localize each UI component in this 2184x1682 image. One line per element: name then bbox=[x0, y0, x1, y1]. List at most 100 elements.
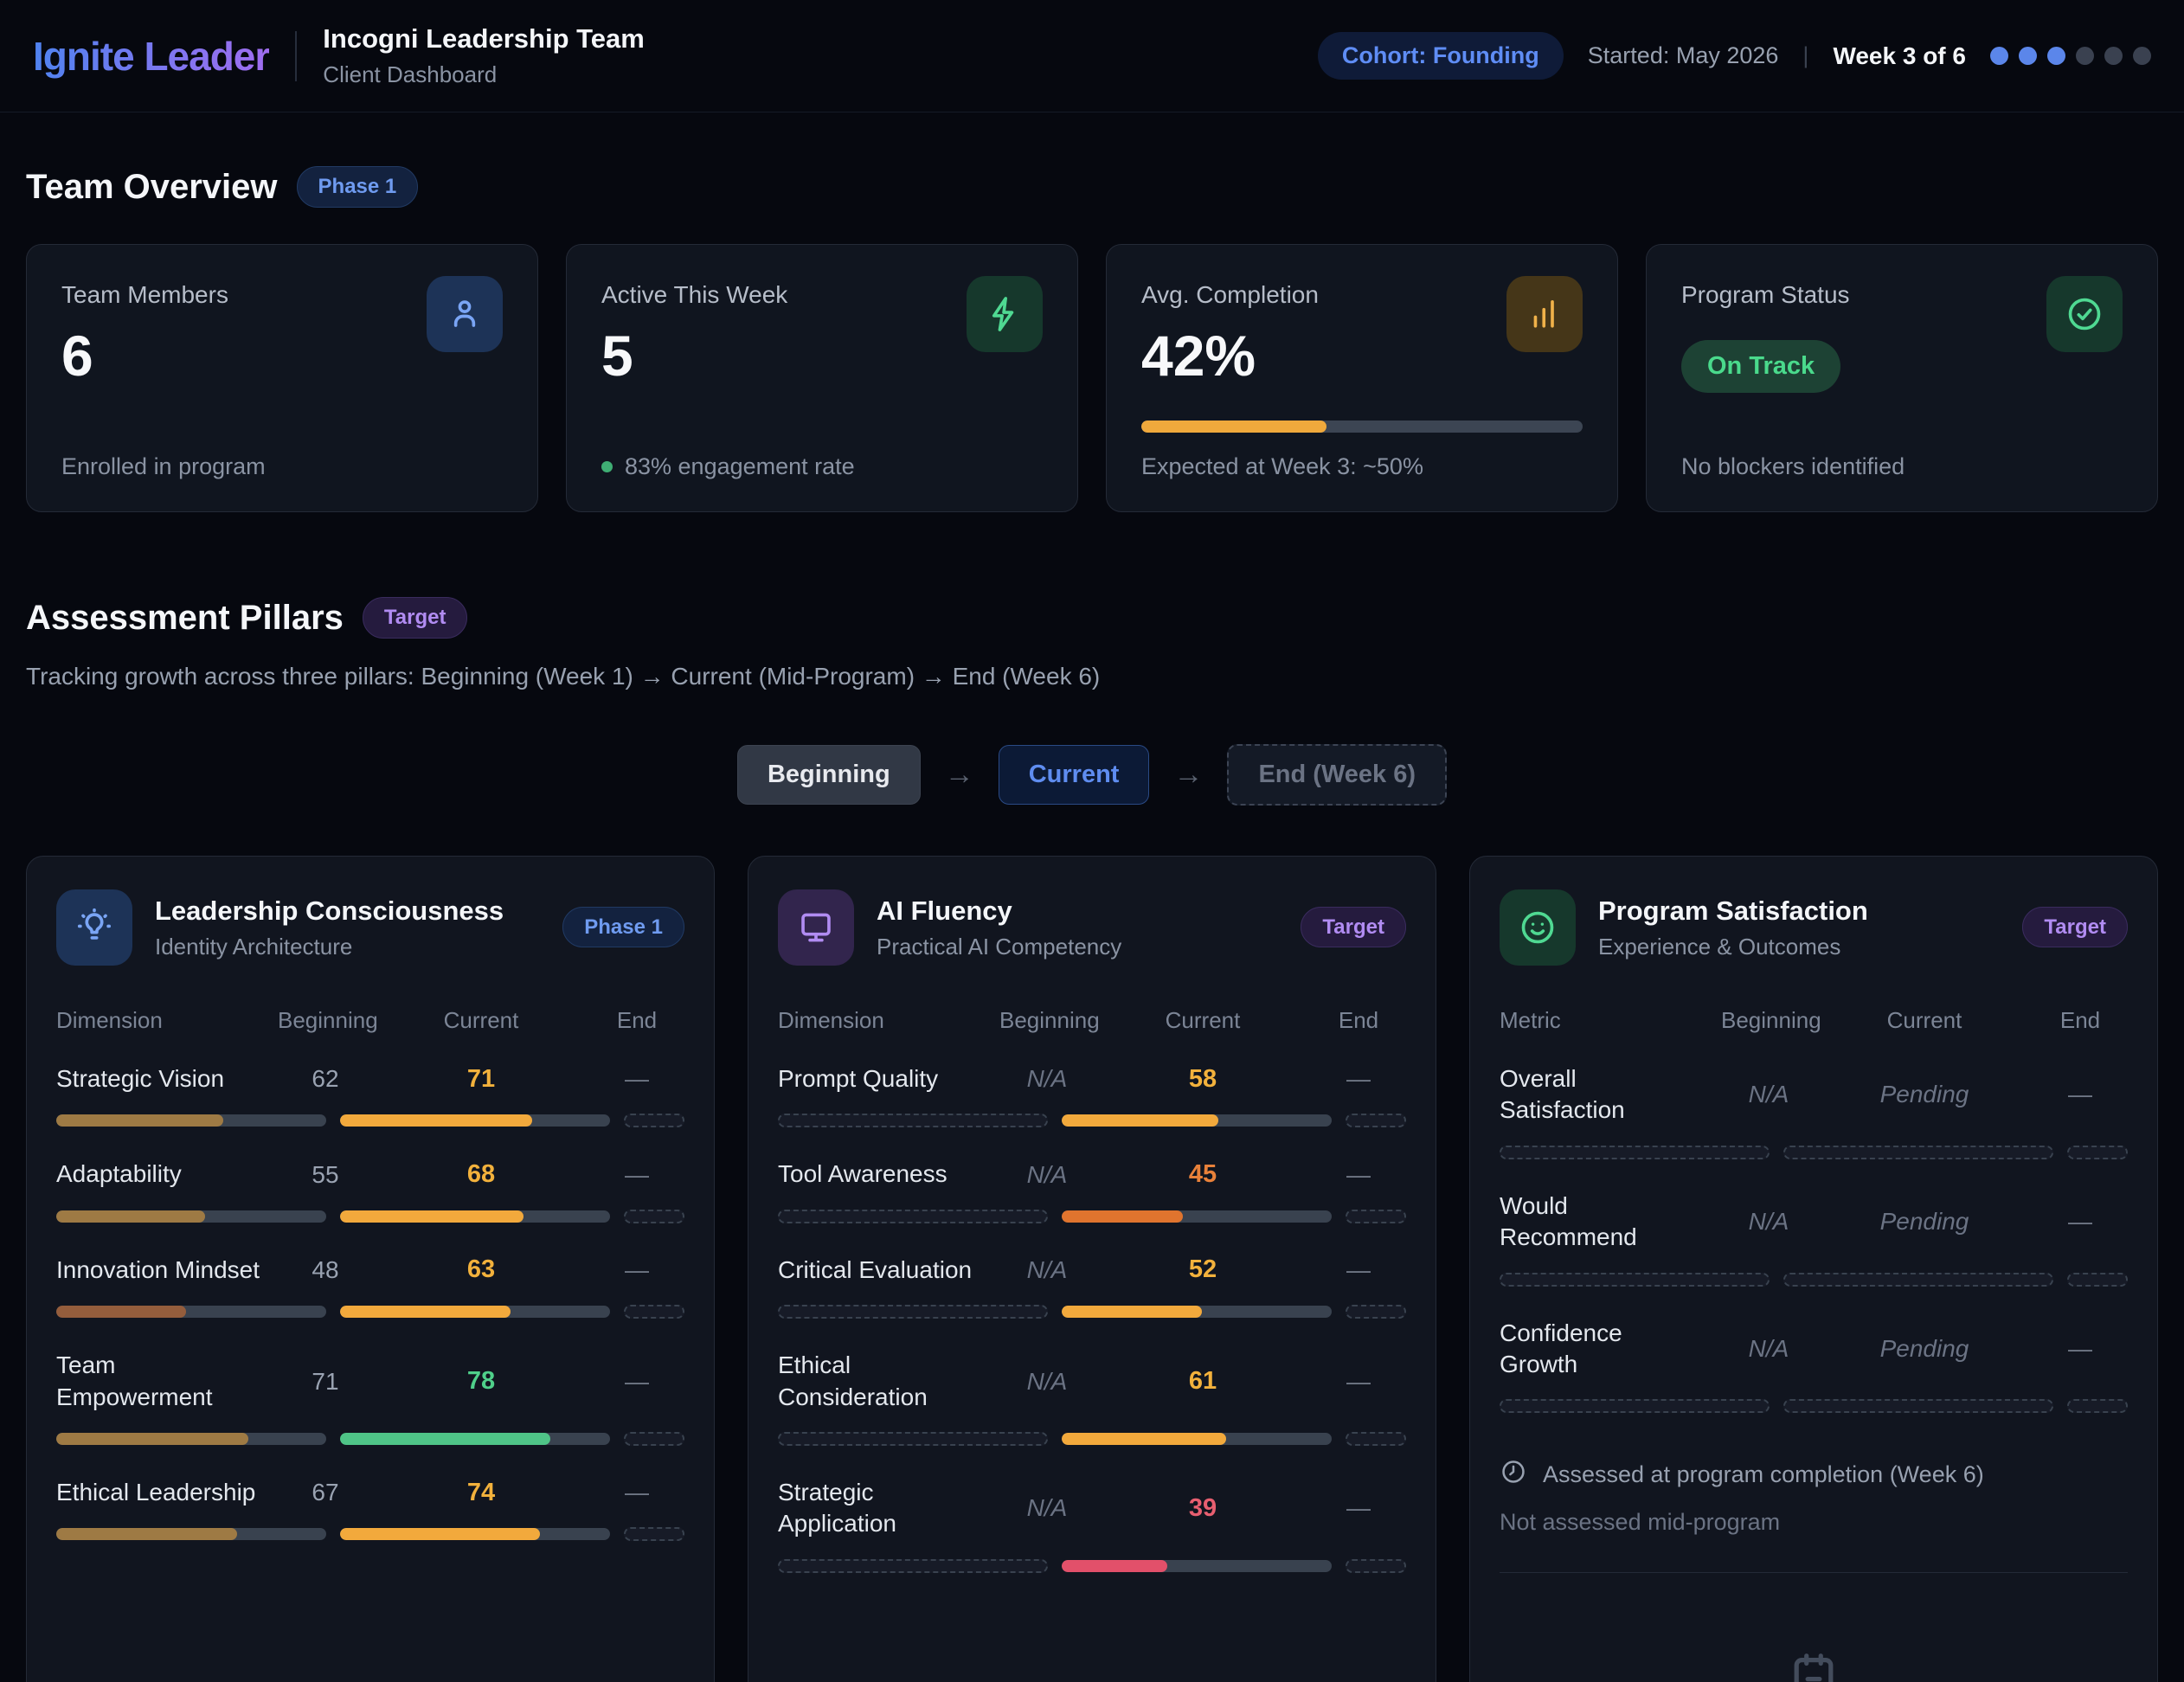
current-bar-empty bbox=[1783, 1145, 2053, 1159]
card-label: Program Status bbox=[1681, 281, 1850, 308]
metric-row-would-recommend: Would Recommend N/A Pending — bbox=[1500, 1191, 2128, 1287]
current-bar-fill bbox=[1062, 1559, 1167, 1572]
metric-row-bars bbox=[56, 1209, 684, 1223]
tab-end-week-6[interactable]: End (Week 6) bbox=[1227, 744, 1448, 806]
current-bar-track bbox=[340, 1114, 610, 1127]
end-value: — bbox=[1346, 1255, 1371, 1283]
beginning-bar-empty bbox=[778, 1209, 1048, 1223]
current-bar-track bbox=[340, 1306, 610, 1319]
card-label: Team Members bbox=[61, 281, 228, 308]
pillar-badge: Target bbox=[1301, 907, 1406, 947]
metric-row-bars bbox=[778, 1114, 1406, 1128]
tab-beginning[interactable]: Beginning bbox=[736, 745, 921, 805]
pillar-icon-chip bbox=[56, 889, 132, 966]
tab-arrow-icon: → bbox=[944, 758, 974, 791]
pillar-header: Leadership Consciousness Identity Archite… bbox=[56, 889, 684, 966]
metric-row-values: Tool Awareness N/A 45 — bbox=[778, 1159, 1406, 1190]
app-header: Ignite Leader Incogni Leadership Team Cl… bbox=[0, 0, 2184, 112]
week-progress-dots bbox=[1990, 47, 2151, 65]
week-dot-3 bbox=[2047, 47, 2065, 65]
column-header-metric: Metric bbox=[1500, 1007, 1561, 1033]
card-footer: No blockers identified bbox=[1681, 453, 2123, 480]
team-overview-heading: Team Overview bbox=[26, 167, 278, 206]
current-bar-track bbox=[1062, 1210, 1332, 1223]
metric-label: Strategic Vision bbox=[56, 1065, 225, 1092]
tab-current[interactable]: Current bbox=[998, 745, 1150, 805]
card-text-block: Avg. Completion bbox=[1141, 276, 1319, 309]
current-bar-fill bbox=[340, 1528, 540, 1541]
pillars-grid: Leadership Consciousness Identity Archite… bbox=[26, 856, 2158, 1682]
current-bar-fill bbox=[340, 1432, 551, 1445]
engagement-dot bbox=[601, 461, 613, 472]
card-label: Active This Week bbox=[601, 281, 788, 308]
beginning-bar-track bbox=[56, 1114, 326, 1127]
pillar-title: AI Fluency bbox=[877, 895, 1012, 926]
pillar-badge-wrap: Phase 1 bbox=[562, 907, 684, 947]
card-footer-text: Expected at Week 3: ~50% bbox=[1141, 453, 1423, 479]
card-top-row: Avg. Completion bbox=[1141, 276, 1583, 352]
current-bar-track bbox=[1062, 1432, 1332, 1445]
current-bar-fill bbox=[1062, 1306, 1203, 1319]
metric-row-values: Strategic Vision 62 71 — bbox=[56, 1063, 684, 1095]
card-icon-chip bbox=[967, 276, 1043, 352]
end-bar-empty bbox=[2067, 1399, 2128, 1414]
person-icon bbox=[453, 300, 476, 327]
assessment-pillars-section: Assessment Pillars Target Tracking growt… bbox=[26, 597, 2158, 1682]
beginning-bar-empty bbox=[1500, 1399, 1770, 1414]
end-bar-empty bbox=[624, 1431, 684, 1446]
beginning-value: 55 bbox=[312, 1160, 339, 1188]
current-value: 71 bbox=[466, 1064, 496, 1093]
card-footer-text: 83% engagement rate bbox=[625, 453, 855, 479]
metric-row-bars bbox=[56, 1527, 684, 1542]
end-bar-empty bbox=[624, 1114, 684, 1128]
metric-row-bars bbox=[778, 1209, 1406, 1223]
metric-label: Confidence Growth bbox=[1500, 1319, 1622, 1377]
overview-card-team-members: Team Members 6 Enrolled in program bbox=[26, 244, 538, 512]
end-value: — bbox=[1346, 1160, 1371, 1188]
card-icon-chip bbox=[1506, 276, 1583, 352]
beginning-value: N/A bbox=[1026, 1160, 1068, 1188]
current-bar-fill bbox=[340, 1210, 524, 1223]
metric-row-values: Innovation Mindset 48 63 — bbox=[56, 1255, 684, 1286]
beginning-value: N/A bbox=[1748, 1334, 1789, 1362]
assessment-heading: Assessment Pillars bbox=[26, 598, 344, 637]
beginning-bar-empty bbox=[778, 1431, 1048, 1446]
metric-row-bars bbox=[778, 1305, 1406, 1319]
current-bar-fill bbox=[1062, 1114, 1218, 1127]
beginning-bar-fill bbox=[56, 1114, 224, 1127]
metric-row-strategic-vision: Strategic Vision 62 71 — bbox=[56, 1063, 684, 1128]
beginning-bar-fill bbox=[56, 1306, 186, 1319]
metric-label: Critical Evaluation bbox=[778, 1255, 973, 1283]
assessment-heading-row: Assessment Pillars Target bbox=[26, 597, 2158, 639]
metric-row-ethical-consideration: Ethical Consideration N/A 61 — bbox=[778, 1350, 1406, 1446]
beginning-value: 48 bbox=[312, 1255, 339, 1283]
assessment-tabs: Beginning → Current → End (Week 6) bbox=[26, 744, 2158, 806]
metric-row-confidence-growth: Confidence Growth N/A Pending — bbox=[1500, 1318, 2128, 1414]
phase-badge: Phase 1 bbox=[296, 166, 419, 208]
brand: Ignite Leader Incogni Leadership Team Cl… bbox=[33, 23, 645, 88]
team-overview-heading-row: Team Overview Phase 1 bbox=[26, 166, 2158, 208]
metric-row-bars bbox=[56, 1114, 684, 1128]
pillar-titles: Leadership Consciousness Identity Archite… bbox=[155, 896, 504, 960]
metric-row-values: Strategic Application N/A 39 — bbox=[778, 1477, 1406, 1540]
metric-label: Adaptability bbox=[56, 1160, 182, 1188]
brand-divider bbox=[295, 30, 298, 81]
beginning-value: N/A bbox=[1026, 1065, 1068, 1093]
completion-progress-fill bbox=[1141, 420, 1327, 433]
current-value: Pending bbox=[1879, 1334, 1969, 1362]
card-icon-chip bbox=[2046, 276, 2123, 352]
card-value: 6 bbox=[61, 324, 93, 388]
beginning-bar-empty bbox=[778, 1558, 1048, 1573]
metric-row-values: Adaptability 55 68 — bbox=[56, 1159, 684, 1190]
column-headers: Dimension Beginning Current End bbox=[56, 1007, 684, 1034]
metric-label: Strategic Application bbox=[778, 1478, 896, 1538]
pillar-titles: AI Fluency Practical AI Competency bbox=[877, 896, 1121, 960]
pillar-icon-chip bbox=[1500, 889, 1576, 966]
pillar-card-leadership-consciousness: Leadership Consciousness Identity Archite… bbox=[26, 856, 715, 1682]
beginning-bar-empty bbox=[778, 1114, 1048, 1128]
metric-label: Innovation Mindset bbox=[56, 1255, 260, 1283]
metric-row-values: Would Recommend N/A Pending — bbox=[1500, 1191, 2128, 1254]
metric-row-tool-awareness: Tool Awareness N/A 45 — bbox=[778, 1159, 1406, 1223]
end-bar-empty bbox=[1346, 1209, 1406, 1223]
cohort-badge: Cohort: Founding bbox=[1317, 32, 1564, 80]
